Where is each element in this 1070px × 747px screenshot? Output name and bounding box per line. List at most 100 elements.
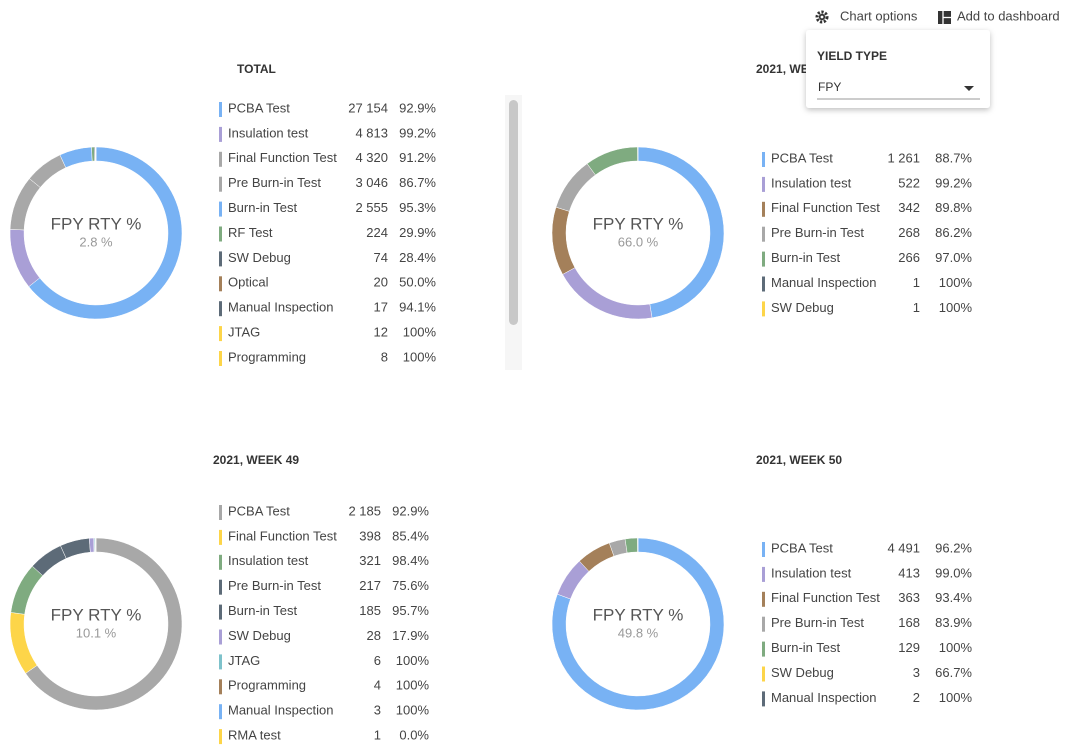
legend-swatch bbox=[762, 616, 765, 632]
legend-swatch bbox=[219, 579, 222, 595]
legend-swatch bbox=[219, 679, 222, 695]
donut-segment bbox=[29, 154, 67, 188]
legend-label: PCBA Test bbox=[228, 503, 290, 518]
legend-count: 363 bbox=[898, 590, 920, 605]
legend-swatch bbox=[219, 729, 222, 745]
legend-count: 522 bbox=[898, 175, 920, 190]
legend-swatch bbox=[762, 251, 765, 267]
legend-yield: 91.2% bbox=[399, 150, 436, 165]
donut-segment bbox=[586, 146, 638, 176]
legend-yield: 98.4% bbox=[392, 553, 429, 568]
legend-swatch bbox=[219, 654, 222, 670]
legend-label: Insulation test bbox=[771, 565, 852, 580]
legend-count: 129 bbox=[898, 640, 920, 655]
legend-label: SW Debug bbox=[771, 665, 834, 680]
donut-segment bbox=[31, 545, 67, 576]
legend-yield: 100% bbox=[396, 703, 430, 718]
legend-swatch bbox=[762, 542, 765, 557]
legend-yield: 94.1% bbox=[399, 300, 436, 315]
legend-yield: 100% bbox=[939, 275, 973, 290]
legend-label: Insulation test bbox=[228, 553, 309, 568]
legend-label: Final Function Test bbox=[771, 590, 880, 605]
legend-yield: 28.4% bbox=[399, 250, 436, 265]
legend-count: 1 bbox=[913, 275, 920, 290]
dropdown-arrow bbox=[964, 86, 974, 91]
legend-swatch bbox=[219, 529, 222, 545]
center-label: FPY RTY % bbox=[51, 605, 142, 624]
legend-swatch bbox=[219, 102, 222, 117]
legend-yield: 100% bbox=[403, 325, 437, 340]
selected-value: FPY bbox=[818, 80, 841, 94]
legend-count: 4 491 bbox=[887, 540, 920, 555]
chart-title: 2021, WEEK 50 bbox=[756, 453, 842, 467]
legend-yield: 0.0% bbox=[399, 728, 429, 743]
legend-label: Pre Burn-in Test bbox=[228, 175, 321, 190]
yield-type-select[interactable]: FPY bbox=[817, 80, 980, 100]
legend-label: PCBA Test bbox=[228, 100, 290, 115]
legend-count: 413 bbox=[898, 565, 920, 580]
legend-yield: 66.7% bbox=[935, 665, 972, 680]
legend-yield: 92.9% bbox=[392, 503, 429, 518]
donut-segment bbox=[557, 560, 590, 600]
legend-count: 398 bbox=[359, 528, 381, 543]
center-label: FPY RTY % bbox=[593, 214, 684, 233]
legend-yield: 100% bbox=[396, 678, 430, 693]
legend-swatch bbox=[762, 152, 765, 167]
legend-label: Burn-in Test bbox=[228, 200, 298, 215]
legend-label: RMA test bbox=[228, 728, 281, 743]
legend-yield: 93.4% bbox=[935, 590, 972, 605]
legend-count: 8 bbox=[381, 349, 388, 364]
chart-title: 2021, WEEK 49 bbox=[213, 453, 299, 467]
scrollbar[interactable] bbox=[509, 100, 518, 325]
center-label: FPY RTY % bbox=[593, 605, 684, 624]
legend-yield: 99.2% bbox=[935, 175, 972, 190]
legend-label: RF Test bbox=[228, 225, 273, 240]
legend-swatch bbox=[219, 151, 222, 167]
legend-label: Manual Inspection bbox=[228, 300, 334, 315]
center-value: 2.8 % bbox=[79, 234, 113, 249]
legend-swatch bbox=[762, 201, 765, 217]
legend-yield: 100% bbox=[403, 349, 437, 364]
legend-label: Programming bbox=[228, 678, 306, 693]
center-value: 66.0 % bbox=[618, 234, 659, 249]
chart-panel: 2021, WEEK 49 FPY RTY %10.1 % PCBA Test 2 1… bbox=[9, 453, 430, 745]
legend-count: 4 320 bbox=[355, 150, 388, 165]
legend-label: Insulation test bbox=[228, 125, 309, 140]
legend-yield: 100% bbox=[939, 640, 973, 655]
legend-label: PCBA Test bbox=[771, 150, 833, 165]
legend-count: 2 555 bbox=[355, 200, 388, 215]
donut-segment bbox=[551, 537, 725, 711]
legend-count: 217 bbox=[359, 578, 381, 593]
legend-swatch bbox=[762, 276, 765, 292]
legend-count: 266 bbox=[898, 250, 920, 265]
legend-label: Final Function Test bbox=[228, 528, 337, 543]
legend-swatch bbox=[219, 351, 222, 366]
legend-label: Final Function Test bbox=[771, 200, 880, 215]
center-value: 49.8 % bbox=[618, 625, 659, 640]
legend-count: 1 bbox=[374, 728, 381, 743]
legend-label: Manual Inspection bbox=[228, 703, 334, 718]
legend-count: 12 bbox=[374, 325, 388, 340]
legend-count: 3 bbox=[913, 665, 920, 680]
legend-swatch bbox=[219, 176, 222, 192]
legend-swatch bbox=[219, 251, 222, 267]
chart-panel: TOTAL FPY RTY %2.8 % PCBA Test 27 154 92.9% I… bbox=[9, 62, 437, 366]
dropdown-label: YIELD TYPE bbox=[817, 49, 887, 63]
add-to-dashboard-button[interactable]: Add to dashboard bbox=[938, 8, 1060, 24]
legend-swatch bbox=[762, 226, 765, 242]
donut-segment bbox=[59, 146, 93, 168]
legend-count: 2 185 bbox=[348, 503, 381, 518]
legend-swatch bbox=[219, 226, 222, 242]
chart-options-button[interactable]: Chart options bbox=[815, 8, 918, 24]
legend-label: Burn-in Test bbox=[771, 250, 841, 265]
donut-segment bbox=[624, 537, 638, 554]
legend-swatch bbox=[219, 301, 222, 317]
legend-count: 28 bbox=[367, 628, 381, 643]
chart-title: TOTAL bbox=[237, 62, 276, 76]
legend-yield: 86.7% bbox=[399, 175, 436, 190]
legend-count: 20 bbox=[374, 275, 388, 290]
donut-segment bbox=[551, 206, 576, 275]
legend-swatch bbox=[219, 629, 222, 645]
legend-label: Final Function Test bbox=[228, 150, 337, 165]
